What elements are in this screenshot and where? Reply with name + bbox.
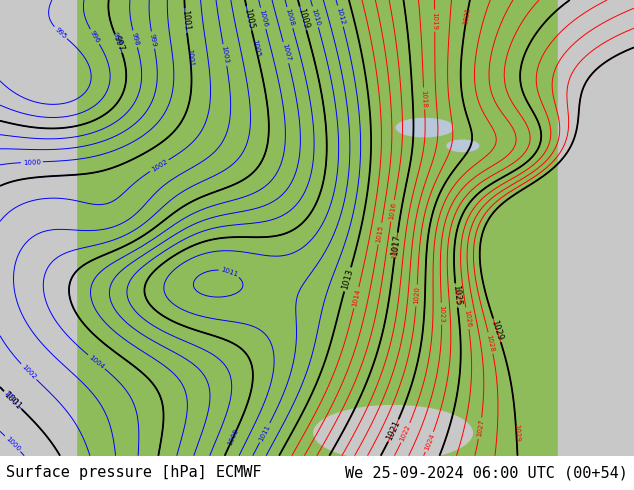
Text: 1000: 1000: [4, 435, 21, 452]
Text: 1012: 1012: [335, 7, 346, 25]
Text: 1023: 1023: [439, 305, 444, 323]
Text: 999: 999: [149, 33, 157, 47]
Text: 1009: 1009: [227, 428, 240, 447]
Text: 1025: 1025: [451, 285, 462, 306]
Text: 1027: 1027: [476, 419, 484, 438]
Text: 1029: 1029: [513, 424, 520, 442]
FancyBboxPatch shape: [0, 0, 76, 460]
Text: 1008: 1008: [285, 8, 295, 27]
Text: 1018: 1018: [420, 89, 427, 108]
Text: 1026: 1026: [463, 309, 472, 328]
Text: We 25-09-2024 06:00 UTC (00+54): We 25-09-2024 06:00 UTC (00+54): [345, 466, 628, 480]
Text: 1000: 1000: [23, 159, 41, 166]
Ellipse shape: [314, 406, 472, 460]
Text: 1009: 1009: [296, 7, 310, 29]
Text: 1005: 1005: [242, 7, 256, 29]
Text: 1004: 1004: [87, 354, 105, 370]
Text: 1001: 1001: [2, 390, 23, 411]
Text: 1016: 1016: [388, 201, 397, 220]
Text: 1014: 1014: [351, 288, 361, 307]
Text: 997: 997: [112, 34, 126, 52]
Text: 1017: 1017: [391, 234, 402, 256]
Text: 998: 998: [131, 32, 139, 46]
Text: 997: 997: [112, 31, 122, 47]
Text: 995: 995: [54, 26, 67, 40]
FancyBboxPatch shape: [558, 0, 634, 460]
Text: 1011: 1011: [258, 423, 271, 442]
Text: 1025: 1025: [453, 286, 460, 305]
Text: 1010: 1010: [310, 7, 321, 26]
Text: 1011: 1011: [220, 266, 239, 278]
Text: 1001: 1001: [186, 48, 194, 67]
Text: 1006: 1006: [258, 9, 268, 28]
Text: 1020: 1020: [413, 286, 420, 304]
Text: 1019: 1019: [432, 12, 437, 29]
Text: 1005: 1005: [251, 39, 261, 57]
Text: 1017: 1017: [391, 240, 399, 259]
Text: 1013: 1013: [340, 268, 355, 291]
Text: 1021: 1021: [385, 419, 402, 442]
Ellipse shape: [396, 119, 453, 137]
Text: 1001: 1001: [3, 390, 20, 407]
Text: 1001: 1001: [180, 10, 191, 31]
Text: 1003: 1003: [221, 46, 230, 64]
Text: 1015: 1015: [375, 224, 384, 243]
Text: 1029: 1029: [489, 319, 505, 342]
Text: 1028: 1028: [486, 334, 496, 352]
Ellipse shape: [447, 140, 479, 151]
Text: 1024: 1024: [424, 433, 436, 451]
Text: Surface pressure [hPa] ECMWF: Surface pressure [hPa] ECMWF: [6, 466, 262, 480]
Text: 1022: 1022: [399, 423, 412, 442]
Text: 1002: 1002: [150, 158, 169, 173]
Text: 1002: 1002: [20, 363, 37, 380]
Text: 1007: 1007: [281, 43, 291, 62]
Text: 996: 996: [89, 29, 101, 44]
Text: 1021: 1021: [462, 7, 471, 25]
